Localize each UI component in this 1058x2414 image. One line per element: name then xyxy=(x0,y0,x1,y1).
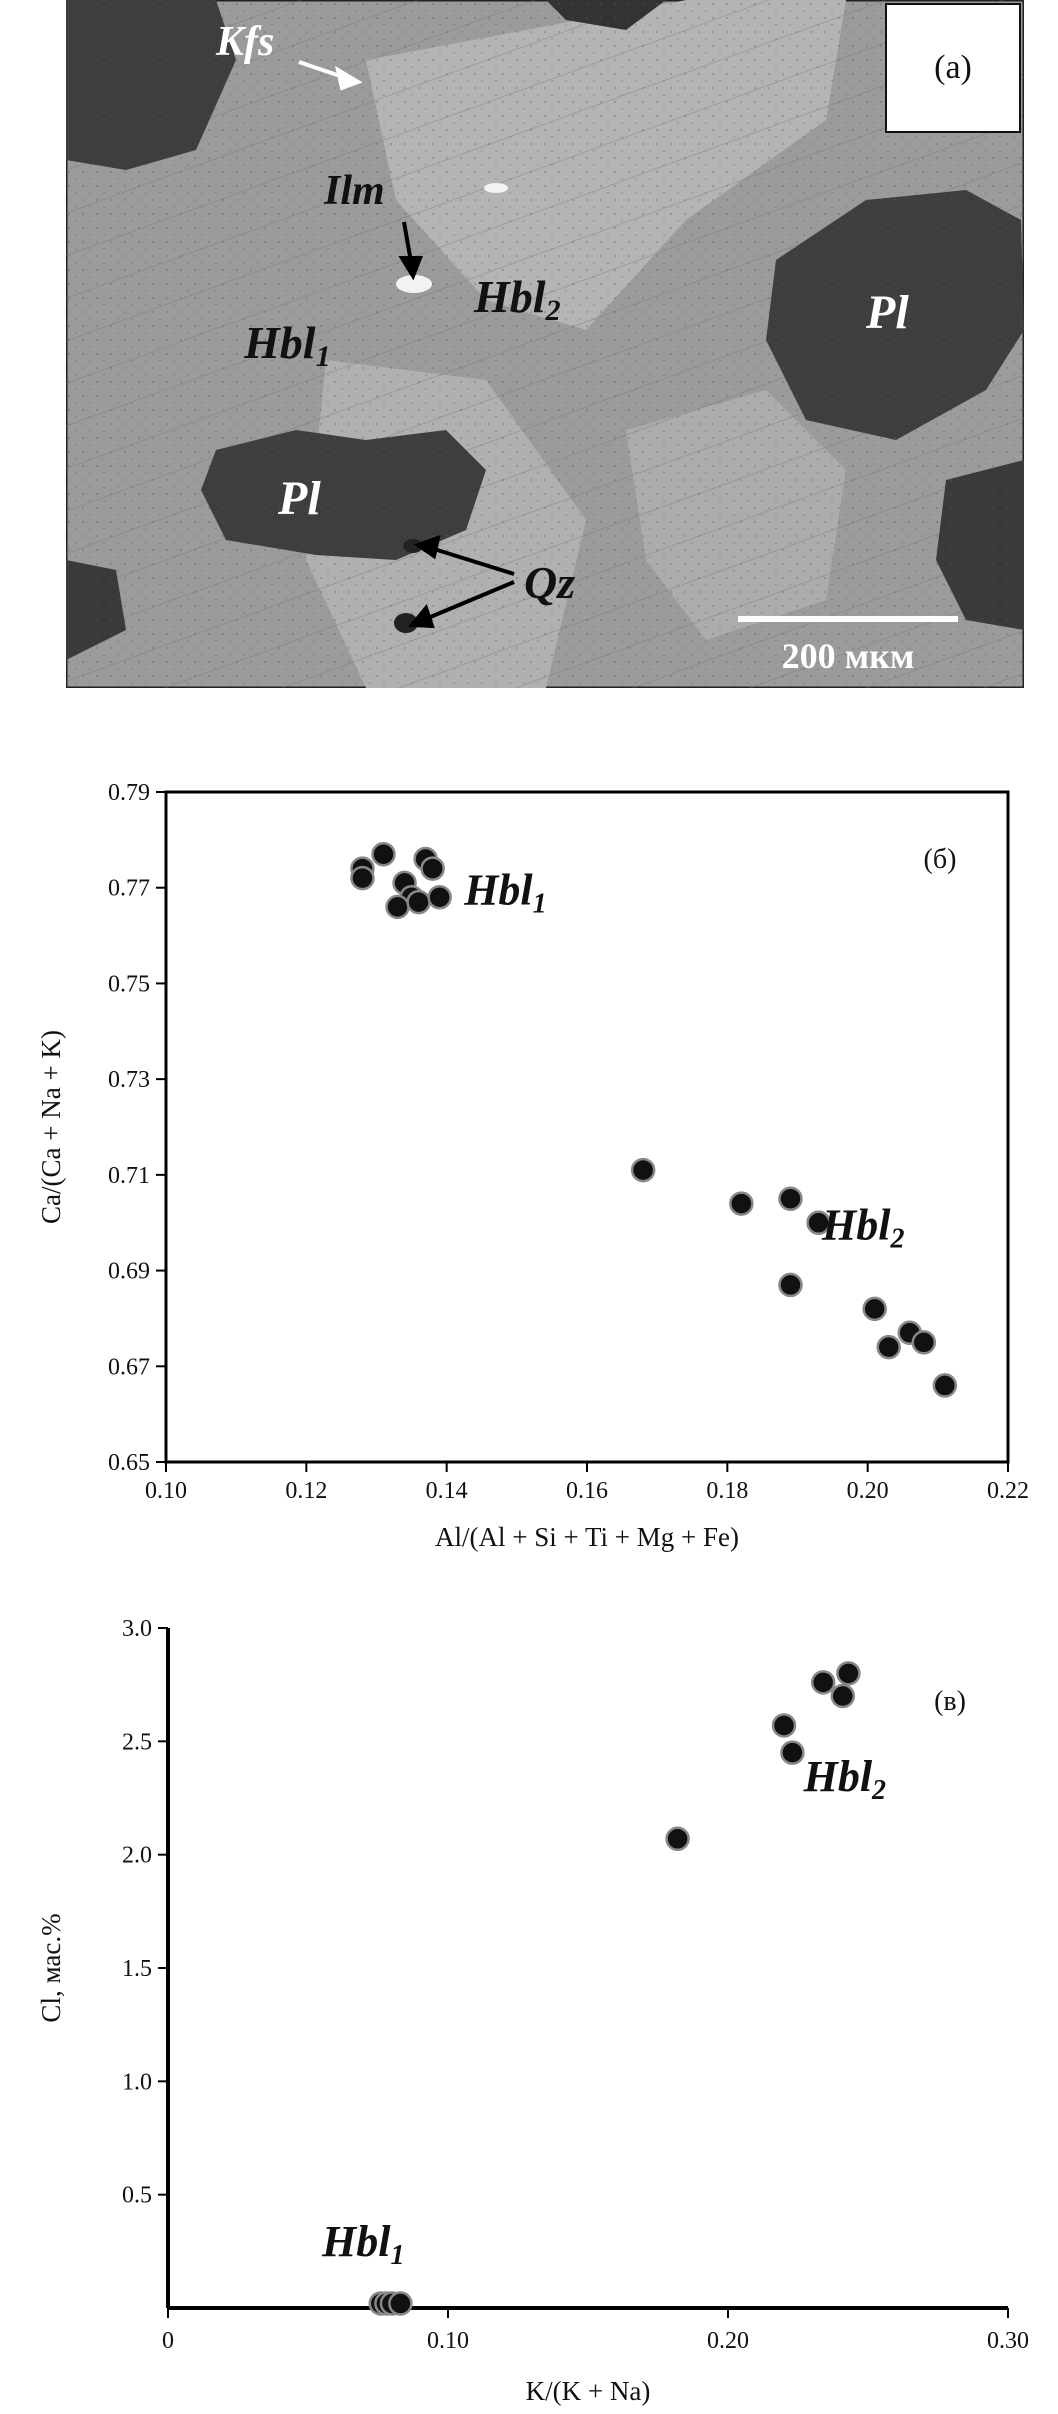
series-label-hbl2: Hbl2 xyxy=(821,1200,904,1254)
data-point xyxy=(729,1191,754,1216)
data-point xyxy=(778,1186,803,1212)
x-tick-label: 0.22 xyxy=(987,1478,1029,1504)
scatter-chart-b: 0.10 0.12 0.14 0.16 0.18 0.20 0.22 0.65 0.67 0.69… xyxy=(36,780,1029,1552)
annotation-arrows-dark xyxy=(398,221,515,629)
x-tick-label: 0.12 xyxy=(285,1478,327,1504)
panel-label-b: (б) xyxy=(924,844,957,875)
panel-label-c: (в) xyxy=(934,1686,966,1717)
data-point xyxy=(911,1330,937,1355)
data-point xyxy=(420,856,445,881)
series-label-hbl1: Hbl1 xyxy=(321,2217,404,2271)
ilmenite-grain xyxy=(484,183,508,193)
y-tick-label: 2.0 xyxy=(122,1843,152,1869)
data-point xyxy=(406,889,431,915)
data-point xyxy=(350,865,375,891)
y-tick-label: 1.5 xyxy=(122,1956,152,1982)
data-point xyxy=(780,1740,805,1765)
x-tick-label: 0.14 xyxy=(426,1478,468,1504)
y-tick-label: 0.65 xyxy=(108,1450,150,1476)
x-tick-label: 0.30 xyxy=(987,2328,1029,2354)
plot-frame xyxy=(164,790,1010,1464)
y-tick-label: 0.75 xyxy=(108,971,150,997)
label-hbl1: Hbl1 xyxy=(243,317,331,373)
label-pl-right: Pl xyxy=(865,286,909,339)
data-point xyxy=(810,1670,836,1695)
x-tick-label: 0 xyxy=(162,2328,174,2354)
quartz-grain xyxy=(403,539,423,553)
y-tick-label: 0.71 xyxy=(108,1163,150,1189)
data-point xyxy=(862,1296,887,1322)
x-tick-label: 0.10 xyxy=(427,2328,469,2354)
data-point xyxy=(371,841,396,867)
panel-label-box xyxy=(885,3,1021,133)
label-ilm: Ilm xyxy=(323,168,385,214)
y-tick-label: 0.69 xyxy=(108,1259,150,1285)
y-tick-label: 1.0 xyxy=(122,2069,152,2095)
data-point xyxy=(630,1157,656,1183)
quartz-grain xyxy=(394,613,418,633)
label-kfs: Kfs xyxy=(215,19,274,65)
x-tick-label: 0.18 xyxy=(706,1478,748,1504)
label-qz: Qz xyxy=(524,557,575,608)
data-point xyxy=(388,2291,413,2316)
x-tick-label: 0.10 xyxy=(145,1478,187,1504)
y-tick-label: 0.79 xyxy=(108,780,150,806)
y-axis-title: Cl, мас.% xyxy=(36,1913,66,2022)
series-label-hbl1: Hbl1 xyxy=(463,865,546,919)
scatter-chart-c: 0 0.10 0.20 0.30 0.5 1.0 1.5 2.0 2.5 3.0 (в) Hbl1… xyxy=(36,1616,1029,2406)
y-tick-label: 2.5 xyxy=(122,1729,152,1755)
x-tick-label: 0.20 xyxy=(707,2328,749,2354)
x-axis-title: K/(K + Na) xyxy=(526,2376,651,2406)
ilmenite-grain xyxy=(396,275,432,293)
scale-bar xyxy=(738,616,958,622)
scale-bar-label: 200 мкм xyxy=(782,636,915,676)
data-point xyxy=(830,1683,856,1709)
data-point xyxy=(806,1210,831,1235)
bse-micrograph: Kfs Ilm Hbl1 Hbl2 Pl Pl Qz (а) 200 мкм xyxy=(66,0,1024,688)
x-tick-label: 0.16 xyxy=(566,1478,608,1504)
y-axis-title: Ca/(Ca + Na + K) xyxy=(36,1030,66,1224)
data-point xyxy=(385,894,410,920)
label-pl-left: Pl xyxy=(277,472,321,525)
data-point xyxy=(778,1272,803,1298)
data-point xyxy=(427,885,452,910)
data-point xyxy=(876,1334,901,1360)
y-tick-label: 0.67 xyxy=(108,1354,150,1380)
data-point xyxy=(836,1661,861,1686)
label-hbl2: Hbl2 xyxy=(473,271,561,327)
y-tick-label: 0.77 xyxy=(108,876,150,902)
x-tick-label: 0.20 xyxy=(847,1478,889,1504)
y-tick-label: 3.0 xyxy=(122,1616,152,1642)
y-tick-label: 0.5 xyxy=(122,2183,152,2209)
y-tick-label: 0.73 xyxy=(108,1067,150,1093)
data-point xyxy=(665,1826,690,1852)
x-axis-title: Al/(Al + Si + Ti + Mg + Fe) xyxy=(435,1522,739,1552)
panel-label-a: (а) xyxy=(934,49,972,86)
data-point xyxy=(771,1713,797,1738)
data-point xyxy=(932,1373,958,1398)
series-label-hbl2: Hbl2 xyxy=(803,1752,886,1806)
annotation-arrows xyxy=(298,60,363,91)
